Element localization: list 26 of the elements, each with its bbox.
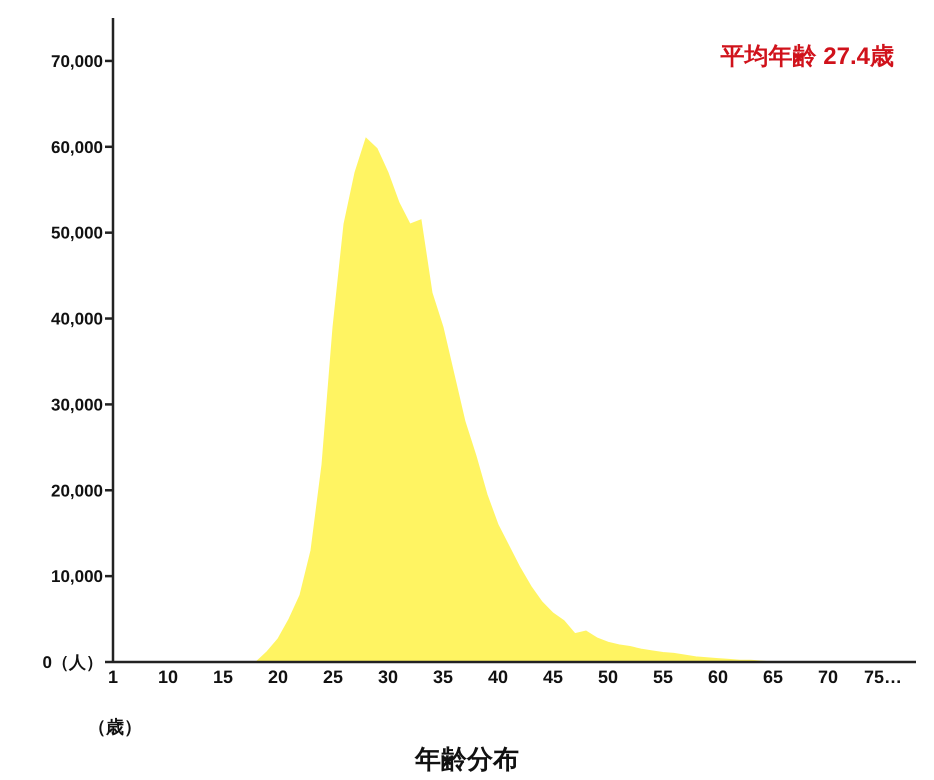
y-tick-label: 40,000 [51,310,103,329]
x-tick-label: 40 [488,666,508,687]
x-tick-label: 1 [108,666,118,687]
x-tick-label: 70 [818,666,838,687]
y-tick-label: 60,000 [51,138,103,157]
annotation: 平均年齢 27.4歳 [720,42,894,72]
x-tick-label: 45 [542,666,564,687]
y-tick-label: 70,000 [51,52,103,71]
x-tick-label: 35 [432,666,454,687]
x-tick-label: 75… [864,666,902,687]
y-tick-label: 0（人） [42,653,103,672]
x-tick-label: 60 [708,666,728,687]
y-tick-label: 30,000 [51,395,103,414]
x-tick-label: 55 [652,666,674,687]
y-tick-label: 20,000 [51,481,103,500]
y-tick-label: 10,000 [51,567,103,586]
y-tick-label: 50,000 [51,224,103,243]
x-tick-label: 15 [212,666,234,687]
x-tick-label: 65 [762,666,784,687]
x-tick-label: 25 [322,666,344,687]
x-axis-title: （歳） [88,716,142,739]
x-tick-label: 20 [268,666,288,687]
text: 年齢分布 [414,743,520,776]
x-tick-label: 50 [598,666,618,687]
x-tick-label: 30 [378,666,398,687]
x-tick-label: 10 [158,666,178,687]
